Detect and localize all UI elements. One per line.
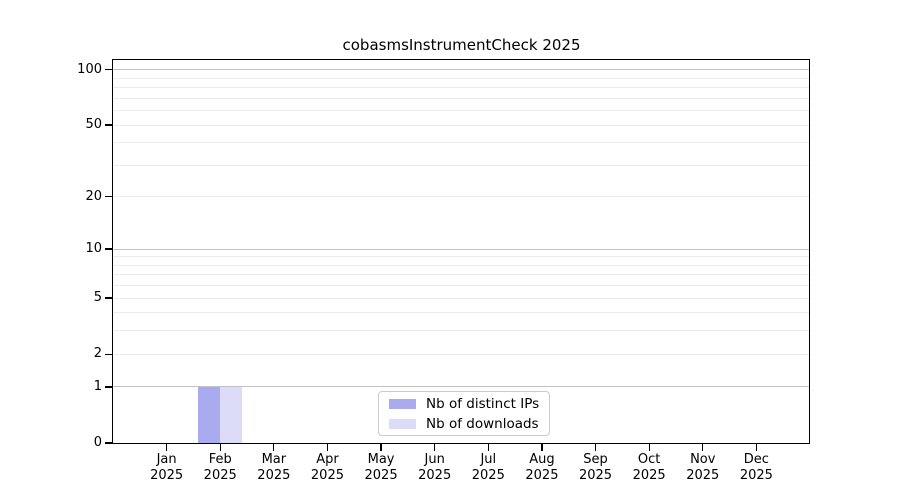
x-tick-year: 2025 <box>471 468 505 483</box>
x-tick-label: Apr 2025 <box>295 452 359 484</box>
x-tick-month: Oct <box>637 452 661 467</box>
minor-gridline <box>113 297 810 299</box>
minor-gridline <box>113 274 810 276</box>
x-tick-label: Jan 2025 <box>135 452 199 484</box>
major-gridline <box>113 386 810 388</box>
minor-gridline <box>113 285 810 287</box>
legend-item-distinct-ips: Nb of distinct IPs <box>389 396 539 412</box>
chart-title: cobasmsInstrumentCheck 2025 <box>342 36 581 54</box>
x-tick-mark <box>380 443 382 451</box>
y-tick-mark <box>105 353 113 355</box>
x-tick-month: Aug <box>529 452 555 467</box>
x-tick-mark <box>702 443 704 451</box>
y-tick-label: 2 <box>93 346 102 362</box>
x-tick-mark <box>755 443 758 451</box>
x-tick-label: Jun 2025 <box>403 452 467 484</box>
y-tick-label: 20 <box>85 188 102 204</box>
x-tick-label: Oct 2025 <box>617 452 681 484</box>
x-tick-year: 2025 <box>578 468 613 483</box>
x-tick-month: Mar <box>261 452 287 467</box>
x-tick-year: 2025 <box>257 468 291 483</box>
x-tick-mark <box>541 443 543 451</box>
x-tick-year: 2025 <box>632 468 666 483</box>
legend-label-distinct-ips: Nb of distinct IPs <box>426 395 540 412</box>
minor-gridline <box>113 142 810 144</box>
x-tick-year: 2025 <box>686 468 720 483</box>
y-tick-label: 50 <box>85 117 102 133</box>
x-tick-month: Dec <box>743 452 769 467</box>
x-tick-year: 2025 <box>310 468 344 483</box>
y-tick-label: 1 <box>93 378 102 394</box>
x-tick-month: Jul <box>480 452 497 467</box>
x-tick-label: Dec 2025 <box>724 452 788 484</box>
x-tick-label: Nov 2025 <box>671 452 735 484</box>
major-gridline <box>113 69 810 71</box>
legend-swatch-downloads <box>389 418 416 429</box>
x-tick-month: May <box>367 452 395 467</box>
y-tick-mark <box>105 386 113 388</box>
y-tick-mark <box>105 297 113 299</box>
y-tick-mark <box>105 248 113 250</box>
major-gridline <box>113 248 810 250</box>
minor-gridline <box>113 312 810 314</box>
y-tick-label: 5 <box>93 290 102 306</box>
minor-gridline <box>113 110 810 112</box>
minor-gridline <box>113 196 810 198</box>
x-tick-mark <box>219 443 221 451</box>
x-tick-year: 2025 <box>739 468 773 483</box>
x-tick-mark <box>487 443 489 451</box>
x-tick-mark <box>594 443 597 451</box>
minor-gridline <box>113 77 810 79</box>
x-tick-label: Feb 2025 <box>188 452 252 484</box>
legend-item-downloads: Nb of downloads <box>389 416 539 432</box>
minor-gridline <box>113 264 810 266</box>
bar-nb-of-distinct-ips <box>198 386 221 443</box>
minor-gridline <box>113 330 810 332</box>
x-tick-year: 2025 <box>364 468 398 483</box>
x-tick-mark <box>434 443 436 451</box>
x-tick-month: Sep <box>583 452 608 467</box>
x-tick-mark <box>165 443 168 451</box>
y-tick-mark <box>105 196 113 198</box>
x-tick-label: Jul 2025 <box>456 452 520 484</box>
legend-swatch-distinct-ips <box>389 398 416 409</box>
x-tick-year: 2025 <box>203 468 237 483</box>
minor-gridline <box>113 164 810 166</box>
x-tick-month: Jan <box>156 452 177 467</box>
legend: Nb of distinct IPs Nb of downloads <box>378 391 550 436</box>
x-tick-year: 2025 <box>525 468 559 483</box>
x-tick-mark <box>273 443 275 451</box>
minor-gridline <box>113 124 810 126</box>
minor-gridline <box>113 87 810 89</box>
x-tick-label: Aug 2025 <box>510 452 574 484</box>
x-tick-month: Apr <box>316 452 339 467</box>
y-tick-mark <box>105 442 113 444</box>
x-tick-label: May 2025 <box>349 452 413 484</box>
minor-gridline <box>113 353 810 355</box>
y-tick-label: 100 <box>77 61 102 77</box>
y-tick-mark <box>105 69 113 71</box>
minor-gridline <box>113 97 810 99</box>
x-tick-year: 2025 <box>418 468 452 483</box>
x-tick-label: Mar 2025 <box>242 452 306 484</box>
x-tick-mark <box>326 443 329 451</box>
x-tick-year: 2025 <box>150 468 184 483</box>
x-tick-label: Sep 2025 <box>564 452 628 484</box>
y-tick-label: 10 <box>85 241 102 257</box>
x-tick-month: Jun <box>424 452 445 467</box>
bar-nb-of-downloads <box>220 386 243 443</box>
minor-gridline <box>113 256 810 258</box>
x-tick-mark <box>648 443 650 451</box>
x-tick-month: Feb <box>208 452 232 467</box>
y-tick-mark <box>105 124 113 126</box>
legend-label-downloads: Nb of downloads <box>426 415 539 432</box>
x-tick-month: Nov <box>690 452 716 467</box>
y-tick-label: 0 <box>93 435 102 450</box>
